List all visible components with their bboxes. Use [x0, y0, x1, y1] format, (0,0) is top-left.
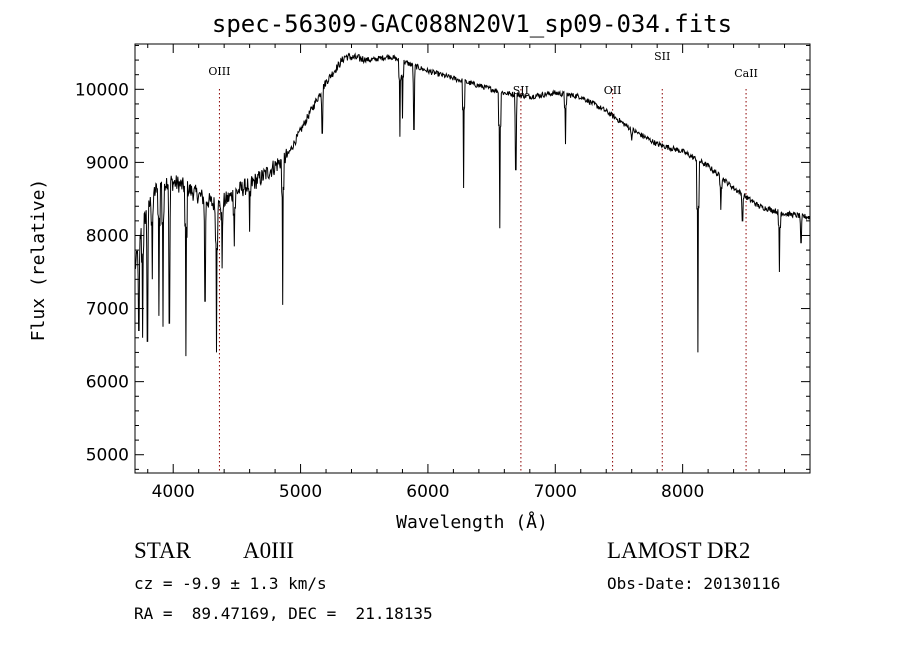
x-tick-label: 6000 — [406, 482, 449, 502]
spectral-line-label: OIII — [208, 65, 230, 78]
x-tick-label: 5000 — [279, 482, 322, 502]
spectral-line-label: SII — [654, 50, 670, 63]
axis-ticks: 4000 5000 6000 7000 8000 5000 6000 7000 8000 9000… — [75, 44, 810, 502]
plot-frame — [134, 43, 811, 474]
x-tick-label: 4000 — [152, 482, 195, 502]
spectrum-line — [134, 52, 811, 357]
y-tick-label: 5000 — [86, 446, 129, 466]
y-tick-label: 10000 — [75, 80, 129, 100]
y-tick-label: 7000 — [86, 300, 129, 320]
chart-title: spec-56309-GAC088N20V1_sp09-034.fits — [212, 10, 732, 38]
y-tick-label: 9000 — [86, 153, 129, 173]
observation-date: Obs-Date: 20130116 — [607, 574, 781, 593]
y-tick-label: 6000 — [86, 373, 129, 393]
y-axis-label: Flux (relative) — [28, 179, 49, 342]
x-tick-label: 7000 — [534, 482, 577, 502]
y-tick-label: 8000 — [86, 226, 129, 246]
x-axis-label: Wavelength (Å) — [396, 511, 548, 533]
x-tick-label: 8000 — [661, 482, 704, 502]
spectral-line-label: OII — [604, 84, 622, 97]
redshift-value: cz = -9.9 ± 1.3 km/s — [134, 574, 327, 593]
spectral-line-label: CaII — [734, 67, 758, 80]
coordinates: RA = 89.47169, DEC = 21.18135 — [134, 604, 433, 623]
survey-name: LAMOST DR2 — [607, 538, 751, 563]
object-type: STAR — [134, 538, 191, 563]
spectral-class: A0III — [243, 538, 295, 563]
